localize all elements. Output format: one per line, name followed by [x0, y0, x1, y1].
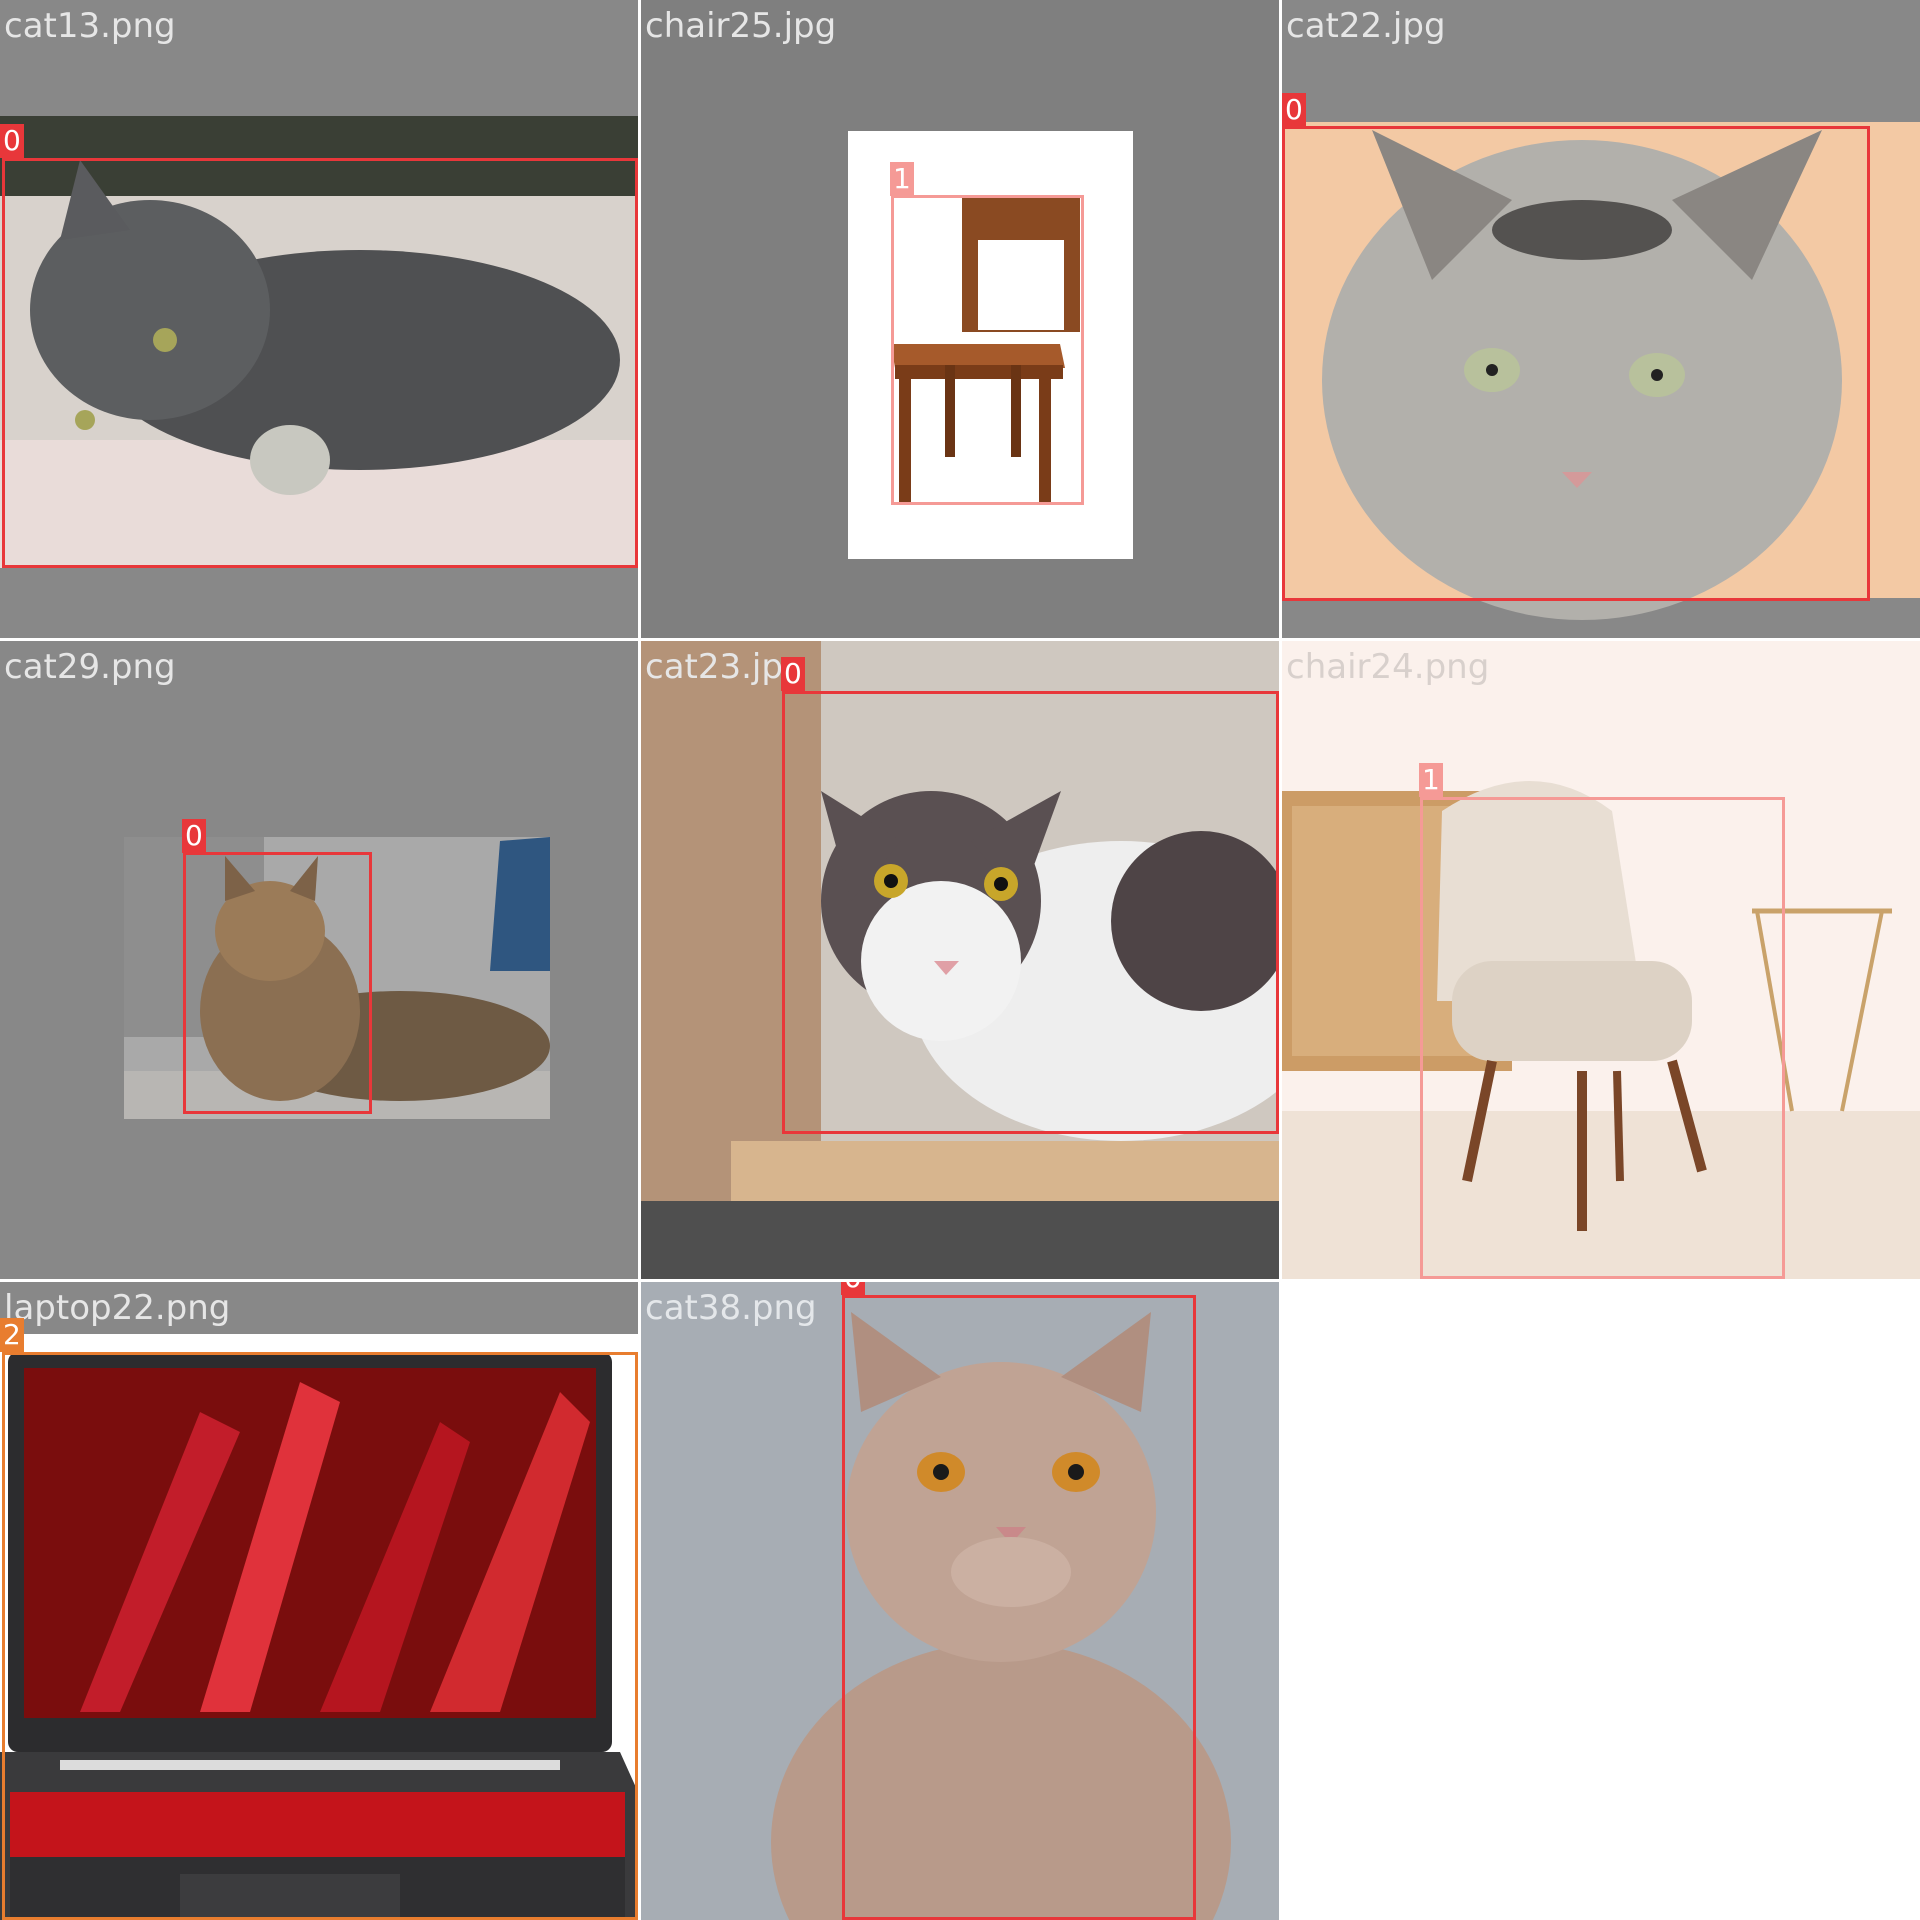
- class-label: 0: [781, 657, 805, 691]
- class-label: 0: [1282, 93, 1306, 127]
- class-label: 0: [841, 1282, 865, 1295]
- tile-laptop22[interactable]: laptop22.png 2: [0, 1282, 638, 1920]
- class-label: 0: [0, 124, 24, 158]
- bounding-box[interactable]: [183, 852, 372, 1114]
- tile-cat22[interactable]: cat22.jpg 0: [1282, 0, 1920, 638]
- tile-cat13[interactable]: cat13.png 0: [0, 0, 638, 638]
- filename-label: cat22.jpg: [1286, 6, 1446, 46]
- filename-label: laptop22.png: [4, 1288, 230, 1328]
- bounding-box[interactable]: [1282, 126, 1870, 601]
- empty-tile: [1282, 1282, 1920, 1920]
- bounding-box[interactable]: [1420, 797, 1785, 1279]
- bounding-box[interactable]: [842, 1295, 1196, 1920]
- tile-cat29[interactable]: cat29.png 0: [0, 641, 638, 1279]
- bounding-box[interactable]: [2, 1352, 638, 1920]
- tile-cat38[interactable]: cat38.png 0: [641, 1282, 1279, 1920]
- bounding-box[interactable]: [891, 195, 1084, 505]
- class-label: 1: [1419, 763, 1443, 797]
- class-label: 2: [0, 1318, 24, 1352]
- filename-label: chair25.jpg: [645, 6, 836, 46]
- tile-chair25[interactable]: chair25.jpg 1: [641, 0, 1279, 638]
- bounding-box[interactable]: [2, 158, 638, 568]
- filename-label: cat29.png: [4, 647, 176, 687]
- filename-label: chair24.png: [1286, 647, 1489, 687]
- tile-cat23[interactable]: cat23.jpg 0: [641, 641, 1279, 1279]
- filename-label: cat38.png: [645, 1288, 817, 1328]
- tile-chair24[interactable]: chair24.png 1: [1282, 641, 1920, 1279]
- bounding-box[interactable]: [782, 691, 1279, 1134]
- class-label: 0: [182, 819, 206, 853]
- class-label: 1: [890, 162, 914, 196]
- filename-label: cat13.png: [4, 6, 176, 46]
